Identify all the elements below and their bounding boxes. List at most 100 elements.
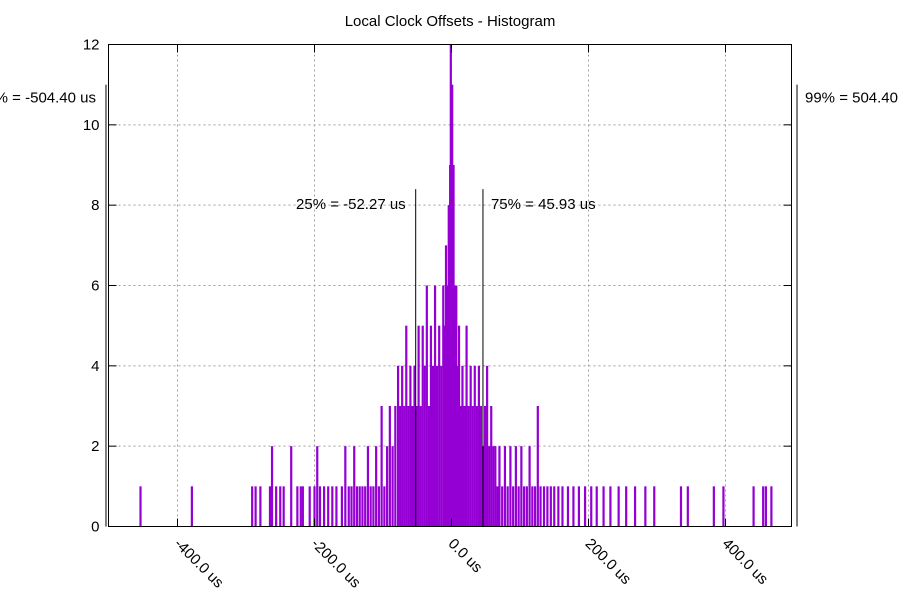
histogram-bar: [528, 446, 531, 527]
marker-label-99pct: 99% = 504.40 us: [805, 90, 900, 107]
histogram-bar: [653, 486, 656, 527]
histogram-bar: [488, 446, 491, 527]
histogram-bar: [282, 486, 285, 527]
marker-label-25pct: 25% = -52.27 us: [296, 196, 406, 213]
histogram-bar: [355, 486, 359, 527]
histogram-bar: [686, 486, 689, 527]
y-tick-label: 8: [91, 197, 99, 214]
histogram-bar: [712, 486, 715, 527]
histogram-bar: [498, 446, 501, 527]
histogram-bar: [279, 486, 282, 527]
chart-title: Local Clock Offsets - Histogram: [345, 13, 556, 30]
histogram-bar: [399, 406, 402, 527]
marker-label-75pct: 75% = 45.93 us: [491, 196, 596, 213]
histogram-bar: [471, 406, 474, 527]
histogram-bar: [762, 486, 765, 527]
histogram-bar: [477, 365, 480, 527]
histogram-bar: [419, 406, 422, 527]
histogram-bar: [429, 325, 433, 527]
histogram-bar: [492, 446, 495, 527]
histogram-bars: [139, 44, 773, 527]
histogram-bar: [509, 446, 512, 527]
histogram-bar: [595, 486, 598, 527]
histogram-bar: [459, 406, 462, 527]
histogram-bar: [644, 486, 647, 527]
histogram-bar: [361, 486, 364, 527]
histogram-bar: [375, 446, 378, 527]
histogram-bar: [139, 486, 142, 527]
histogram-bar: [549, 486, 552, 527]
histogram-bar: [380, 406, 383, 527]
histogram-bar: [347, 486, 350, 527]
histogram-bar: [525, 486, 528, 527]
histogram-bar: [394, 406, 397, 527]
histogram-bar: [475, 406, 478, 527]
histogram-bar: [440, 365, 443, 527]
histogram-bar: [517, 486, 520, 527]
histogram-bar: [442, 285, 445, 527]
histogram-bar: [536, 406, 539, 527]
histogram-bar: [501, 486, 504, 527]
histogram-bar: [453, 285, 457, 527]
histogram-bar: [609, 486, 612, 527]
histogram-bar: [617, 486, 620, 527]
histogram-bar: [415, 406, 418, 527]
histogram-bar: [340, 486, 343, 527]
histogram-bar: [451, 84, 454, 527]
histogram-bar: [190, 486, 193, 527]
histogram-bar: [308, 486, 311, 527]
y-tick-label: 0: [91, 519, 99, 536]
histogram-bar: [473, 365, 476, 527]
histogram-bar: [553, 486, 556, 527]
histogram-bar: [455, 285, 458, 527]
histogram-bar: [520, 446, 523, 527]
histogram-bar: [388, 406, 391, 527]
histogram-bar: [366, 446, 370, 527]
y-tick-label: 12: [83, 37, 100, 54]
histogram-bar: [572, 486, 575, 527]
histogram-bar: [461, 365, 464, 527]
histogram-bar: [316, 446, 319, 527]
histogram-bar: [463, 406, 466, 527]
histogram-bar: [443, 325, 446, 527]
histogram-bar: [296, 486, 299, 527]
histogram-bar: [423, 365, 426, 527]
histogram-bar: [427, 406, 430, 527]
histogram-bar: [396, 365, 400, 527]
histogram-bar: [496, 486, 499, 527]
histogram-bar: [467, 406, 470, 527]
y-tick-label: 2: [91, 438, 99, 455]
histogram-bar: [290, 446, 293, 527]
histogram-bar: [542, 486, 546, 527]
histogram-bar: [679, 486, 683, 527]
histogram-bar: [452, 165, 455, 527]
histogram-bar: [259, 486, 262, 527]
histogram-bar: [456, 365, 459, 527]
histogram-bar: [369, 486, 372, 527]
histogram-bar: [503, 446, 507, 527]
histogram-bar: [722, 486, 725, 527]
histogram-bar: [633, 486, 637, 527]
histogram-bar: [752, 486, 755, 527]
x-tick-label: -400.0 us: [171, 535, 227, 591]
histogram-bar: [444, 245, 448, 527]
x-tick-label: 200.0 us: [582, 535, 635, 588]
histogram-bar: [301, 486, 304, 527]
histogram-bar: [566, 486, 570, 527]
histogram-bar: [546, 486, 549, 527]
histogram-bar: [344, 446, 347, 527]
histogram-bar: [403, 406, 406, 527]
histogram-bar: [421, 325, 424, 527]
histogram-bar: [391, 446, 394, 527]
histogram-bar: [409, 365, 412, 527]
histogram-bar: [457, 325, 461, 527]
histogram-bar: [353, 446, 356, 527]
histogram-bar: [438, 325, 441, 527]
y-tick-label: 6: [91, 278, 99, 295]
histogram-bar: [270, 446, 274, 527]
histogram-bar: [251, 486, 254, 527]
histogram-bar: [583, 486, 587, 527]
histogram-bar: [299, 486, 302, 527]
histogram-bar: [764, 486, 768, 527]
histogram-bar: [425, 285, 428, 527]
